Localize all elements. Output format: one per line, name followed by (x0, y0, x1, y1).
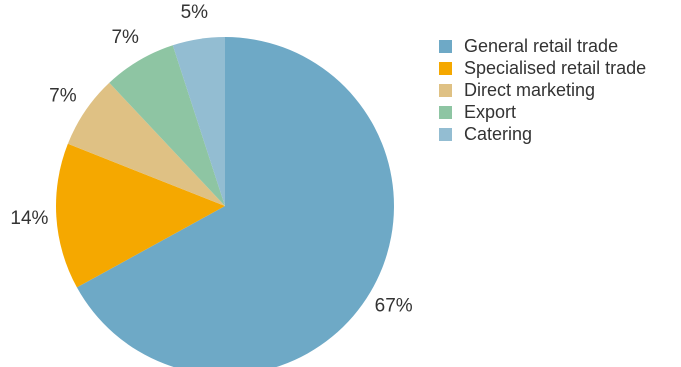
legend-swatch (439, 127, 452, 141)
legend-swatch (439, 83, 452, 97)
legend-label: Export (464, 102, 517, 122)
legend-swatch (439, 39, 452, 53)
legend-item-catering: Catering (439, 123, 646, 145)
slice-value-label-export: 7% (111, 27, 139, 48)
legend-label: General retail trade (464, 36, 619, 56)
legend-label: Catering (464, 124, 533, 144)
pie-slice-catering (172, 37, 225, 206)
pie-slice-specialised-retail-trade (55, 143, 225, 288)
pie-slice-export (109, 45, 225, 206)
slice-value-label-catering: 5% (181, 2, 209, 23)
legend-item-specialised-retail-trade: Specialised retail trade (439, 57, 646, 79)
pie-slices (55, 37, 394, 367)
pie-labels: 67% 14% 7% 7% 5% (10, 2, 412, 316)
legend-item-export: Export (439, 101, 646, 123)
slice-value-label-specialised-retail-trade: 14% (10, 208, 48, 229)
legend-label: Specialised retail trade (464, 58, 647, 78)
legend-item-direct-marketing: Direct marketing (439, 79, 646, 101)
legend-swatch (439, 61, 452, 75)
legend-item-general-retail-trade: General retail trade (439, 35, 646, 57)
pie-slice-direct-marketing (67, 82, 226, 206)
pie-slice-general-retail-trade (76, 37, 394, 367)
legend-label: Direct marketing (464, 80, 596, 100)
slice-value-label-general-retail-trade: 67% (375, 295, 413, 316)
slice-value-label-direct-marketing: 7% (49, 85, 77, 106)
chart-legend: General retail trade Specialised retail t… (439, 35, 646, 145)
legend-swatch (439, 105, 452, 119)
